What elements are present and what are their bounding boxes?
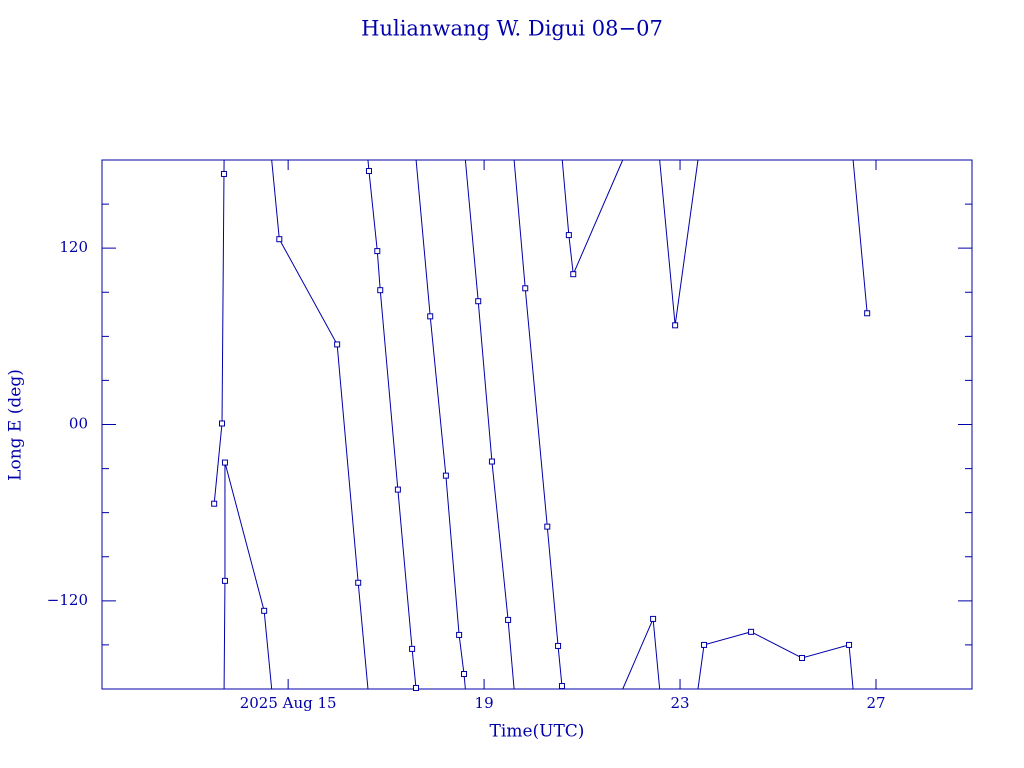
point-marker [221,577,228,584]
point-marker [544,523,551,530]
x-tick-label: 19 [475,694,494,712]
point-marker [748,628,755,635]
point-marker [505,616,512,623]
point-marker [377,287,384,294]
plot-frame [101,159,973,690]
point-marker [374,248,381,255]
point-marker [701,641,708,648]
point-marker [365,168,372,175]
point-marker [799,654,806,661]
point-marker [488,458,495,465]
point-marker [522,285,529,292]
point-marker [221,459,228,466]
y-tick-label: 120 [59,238,88,256]
y-tick-label: 00 [69,415,88,433]
point-marker [355,579,362,586]
point-marker [334,341,341,348]
x-tick-label: 27 [866,694,885,712]
point-marker [211,500,218,507]
point-marker [570,271,577,278]
x-tick-label: 23 [670,694,689,712]
point-marker [555,642,562,649]
y-tick-label: −120 [47,591,88,609]
point-marker [558,683,565,690]
y-axis-label: Long E (deg) [6,369,26,481]
point-marker [413,684,420,691]
point-marker [846,641,853,648]
point-marker [650,615,657,622]
chart-title: Hulianwang W. Digui 08−07 [361,17,663,41]
point-marker [565,232,572,239]
point-marker [475,298,482,305]
point-marker [409,645,416,652]
series-line [213,159,868,690]
point-marker [394,486,401,493]
point-marker [672,322,679,329]
x-axis-label: Time(UTC) [490,722,585,742]
point-marker [864,310,871,317]
point-marker [219,420,226,427]
point-marker [442,472,449,479]
point-marker [261,607,268,614]
point-marker [456,631,463,638]
point-marker [461,671,468,678]
point-marker [427,313,434,320]
x-tick-label: 2025 Aug 15 [240,694,337,712]
point-marker [220,170,227,177]
point-marker [276,236,283,243]
